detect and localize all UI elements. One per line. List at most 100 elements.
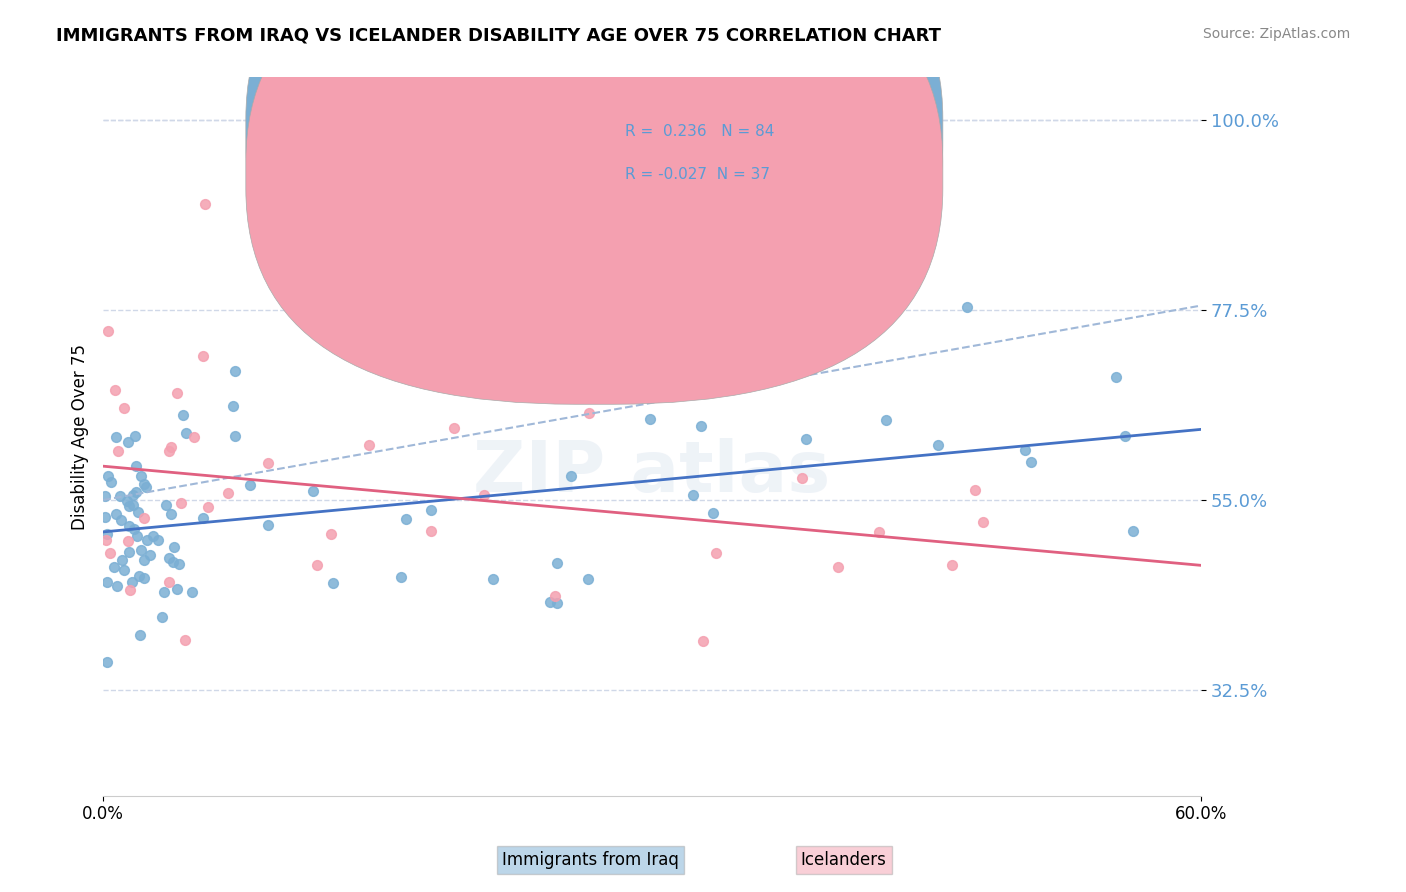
Point [128,569,150,583]
Point [150,610,173,624]
Point [129,628,152,642]
Point [163,540,186,554]
Point [689,418,711,433]
Point [181,585,204,599]
Point [256,517,278,532]
Point [692,634,714,648]
Point [257,456,280,470]
Point [224,364,246,378]
Point [560,469,582,483]
FancyBboxPatch shape [246,0,943,361]
Point [132,511,155,525]
Point [868,525,890,540]
Point [1014,443,1036,458]
Point [159,444,181,458]
Point [546,557,568,571]
Point [443,420,465,434]
Point [142,529,165,543]
Point [357,438,380,452]
Point [97,324,120,338]
Point [155,499,177,513]
Point [796,432,818,446]
Point [419,524,441,538]
Point [166,385,188,400]
Text: R = -0.027  N = 37: R = -0.027 N = 37 [624,167,769,182]
Point [125,485,148,500]
Point [1019,455,1042,469]
Point [217,486,239,500]
Point [927,438,949,452]
Point [96,527,118,541]
Point [107,443,129,458]
Point [118,499,141,513]
Point [160,507,183,521]
Point [420,503,443,517]
Point [94,533,117,548]
Point [96,574,118,589]
Point [174,426,197,441]
Point [157,550,180,565]
Point [118,583,141,598]
Point [103,560,125,574]
Point [173,633,195,648]
Point [121,498,143,512]
Point [132,552,155,566]
Point [702,507,724,521]
Point [538,594,561,608]
Text: Icelanders: Icelanders [800,851,887,869]
Point [307,558,329,572]
Point [139,548,162,562]
Point [122,522,145,536]
Point [640,412,662,426]
Point [125,529,148,543]
Point [668,382,690,396]
Point [153,585,176,599]
Point [166,582,188,596]
Point [157,574,180,589]
Point [129,469,152,483]
Point [792,471,814,485]
Point [117,534,139,549]
Point [121,574,143,589]
Point [576,572,599,586]
Point [319,527,342,541]
Point [170,495,193,509]
Point [1122,524,1144,539]
Point [955,300,977,314]
Point [110,512,132,526]
Text: IMMIGRANTS FROM IRAQ VS ICELANDER DISABILITY AGE OVER 75 CORRELATION CHART: IMMIGRANTS FROM IRAQ VS ICELANDER DISABI… [56,27,941,45]
Point [578,406,600,420]
Point [191,349,214,363]
Point [96,655,118,669]
Point [162,555,184,569]
Point [117,519,139,533]
Point [111,553,134,567]
Y-axis label: Disability Age Over 75: Disability Age Over 75 [72,343,89,530]
Point [827,560,849,574]
Point [197,500,219,514]
FancyBboxPatch shape [246,0,943,404]
Point [148,533,170,547]
Point [704,546,727,560]
Point [239,477,262,491]
Point [224,429,246,443]
Point [543,589,565,603]
Point [301,483,323,498]
Point [98,546,121,560]
Point [105,430,128,444]
Point [682,488,704,502]
Point [972,515,994,529]
Point [104,383,127,397]
Point [160,440,183,454]
Point [94,510,117,524]
Point [115,493,138,508]
Point [169,557,191,571]
Point [183,430,205,444]
FancyBboxPatch shape [553,99,904,214]
Point [875,412,897,426]
Point [100,475,122,490]
Point [125,459,148,474]
Point [135,533,157,547]
Point [118,545,141,559]
Point [132,571,155,585]
